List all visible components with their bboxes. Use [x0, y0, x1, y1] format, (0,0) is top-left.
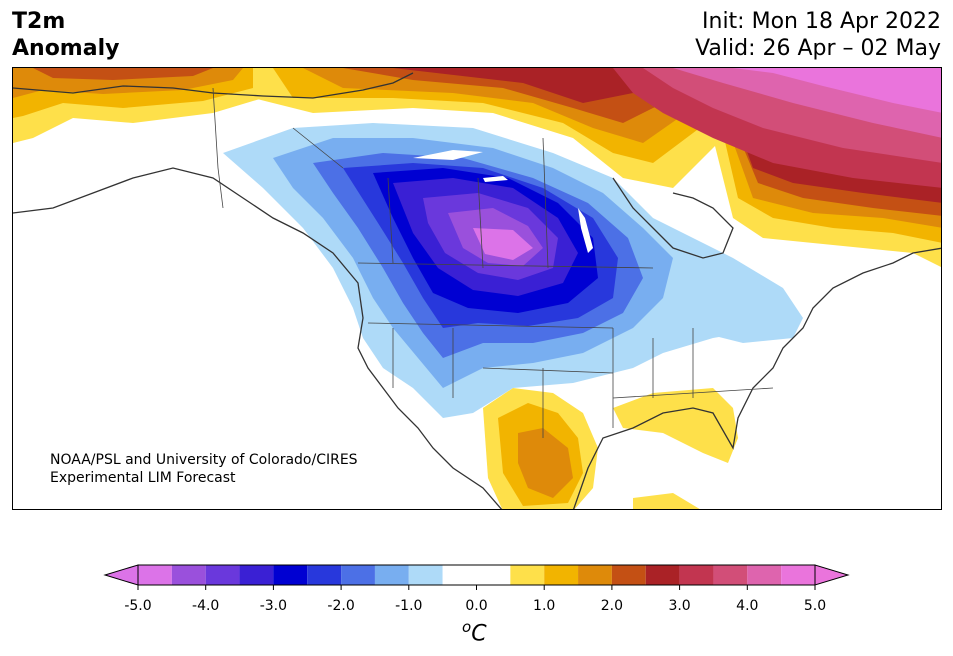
colorbar-tick-label: -3.0 [259, 598, 288, 614]
borders [212, 87, 774, 438]
colorbar-swatch [138, 565, 172, 585]
map-title: T2m Anomaly [12, 8, 119, 62]
anomaly-region-alaska-warm4 [33, 68, 213, 80]
anomaly-region-caribbean-warm [633, 493, 700, 509]
title-line1: T2m [12, 9, 66, 34]
colorbar-swatch [408, 565, 443, 585]
coastlines [13, 72, 941, 509]
colorbar-swatch [239, 565, 274, 585]
colorbar-tick-label: 1.0 [533, 598, 556, 614]
colorbar-tick-label: -5.0 [124, 598, 152, 614]
credit-text: NOAA/PSL and University of Colorado/CIRE… [50, 451, 358, 487]
credit-line1: NOAA/PSL and University of Colorado/CIRE… [50, 452, 358, 468]
colorbar-swatch [611, 565, 646, 585]
colorbar-swatch [510, 565, 545, 585]
valid-date: Valid: 26 Apr – 02 May [695, 36, 941, 61]
credit-line2: Experimental LIM Forecast [50, 470, 236, 486]
colorbar-svg [103, 564, 850, 590]
colorbar-swatch [205, 565, 240, 585]
unit-superscript: o [462, 618, 472, 636]
colorbar-swatch [307, 565, 342, 585]
anomaly-map: NOAA/PSL and University of Colorado/CIRE… [12, 67, 942, 510]
unit-symbol: C [471, 621, 487, 647]
great-slave-lake [413, 150, 483, 160]
anomaly-region-east-canada-warm9 [733, 68, 941, 113]
colorbar-swatch [578, 565, 612, 585]
colorbar-swatch [781, 565, 815, 585]
colorbar-tick-label: -4.0 [192, 598, 220, 614]
anomaly-region-southeast-warm [613, 388, 738, 463]
colorbar-swatch [679, 565, 714, 585]
colorbar-tick-label: -1.0 [395, 598, 423, 614]
title-line2: Anomaly [12, 36, 120, 61]
anomaly-region-north-canada-warm5 [393, 68, 653, 103]
colorbar-tick-label: 2.0 [600, 598, 624, 614]
lake-athabasca [483, 176, 508, 182]
anomaly-region-mexico-warm3 [518, 428, 573, 498]
colorbar-swatch [747, 565, 782, 585]
colorbar-unit: oC [462, 618, 487, 646]
lake-winnipeg [578, 208, 593, 253]
colorbar-swatch [374, 565, 409, 585]
colorbar-swatch [442, 565, 511, 585]
colorbar-tick-label: 5.0 [803, 598, 827, 614]
colorbar-swatch [645, 565, 680, 585]
map-canvas [13, 68, 941, 509]
init-date: Init: Mon 18 Apr 2022 [702, 9, 941, 34]
colorbar-swatch [341, 565, 375, 585]
colorbar-tick-label: 4.0 [736, 598, 759, 614]
colorbar-swatch [713, 565, 748, 585]
colorbar-extend-low [103, 564, 139, 586]
colorbar-swatch [544, 565, 579, 585]
colorbar-swatch [171, 565, 206, 585]
anomaly-region-cold-9 [473, 228, 533, 260]
colorbar-tick-label: 3.0 [668, 598, 691, 614]
colorbar-swatch [273, 565, 308, 585]
colorbar-extend-high [814, 564, 850, 586]
forecast-dates: Init: Mon 18 Apr 2022 Valid: 26 Apr – 02… [695, 8, 941, 62]
colorbar: -5.0 -4.0 -3.0 -2.0 -1.0 0.0 1.0 2.0 3.0 4.0 5.0 o… [0, 560, 953, 656]
colorbar-tick-label: -2.0 [327, 598, 355, 614]
colorbar-tick-label: 0.0 [465, 598, 488, 614]
anomaly-region-northeast-cold [693, 303, 803, 343]
